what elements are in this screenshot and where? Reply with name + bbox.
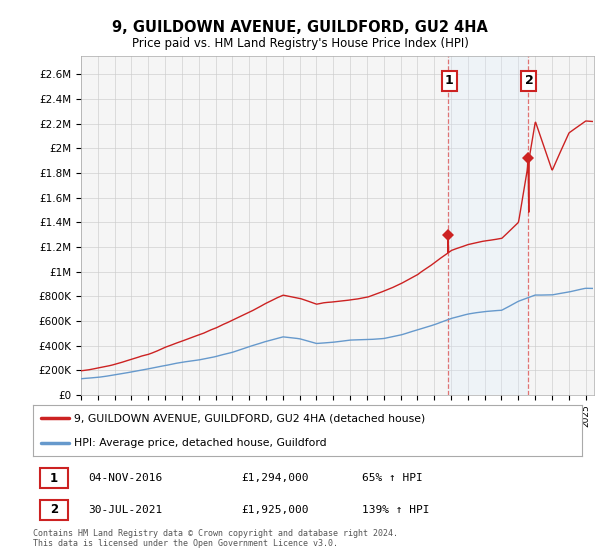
Text: £1,925,000: £1,925,000 [242,505,309,515]
Text: 1: 1 [50,472,58,485]
Text: Contains HM Land Registry data © Crown copyright and database right 2024.
This d: Contains HM Land Registry data © Crown c… [33,529,398,548]
Text: 65% ↑ HPI: 65% ↑ HPI [362,473,423,483]
FancyBboxPatch shape [40,500,68,520]
Text: 04-NOV-2016: 04-NOV-2016 [88,473,162,483]
Text: 2: 2 [50,503,58,516]
Text: Price paid vs. HM Land Registry's House Price Index (HPI): Price paid vs. HM Land Registry's House … [131,37,469,50]
FancyBboxPatch shape [40,468,68,488]
Text: 2: 2 [524,74,533,87]
Bar [448,56,528,395]
Text: £1,294,000: £1,294,000 [242,473,309,483]
Text: 139% ↑ HPI: 139% ↑ HPI [362,505,430,515]
Text: 9, GUILDOWN AVENUE, GUILDFORD, GU2 4HA: 9, GUILDOWN AVENUE, GUILDFORD, GU2 4HA [112,20,488,35]
Text: 9, GUILDOWN AVENUE, GUILDFORD, GU2 4HA (detached house): 9, GUILDOWN AVENUE, GUILDFORD, GU2 4HA (… [74,413,425,423]
Text: HPI: Average price, detached house, Guildford: HPI: Average price, detached house, Guil… [74,438,327,448]
Text: 30-JUL-2021: 30-JUL-2021 [88,505,162,515]
Text: 1: 1 [445,74,454,87]
